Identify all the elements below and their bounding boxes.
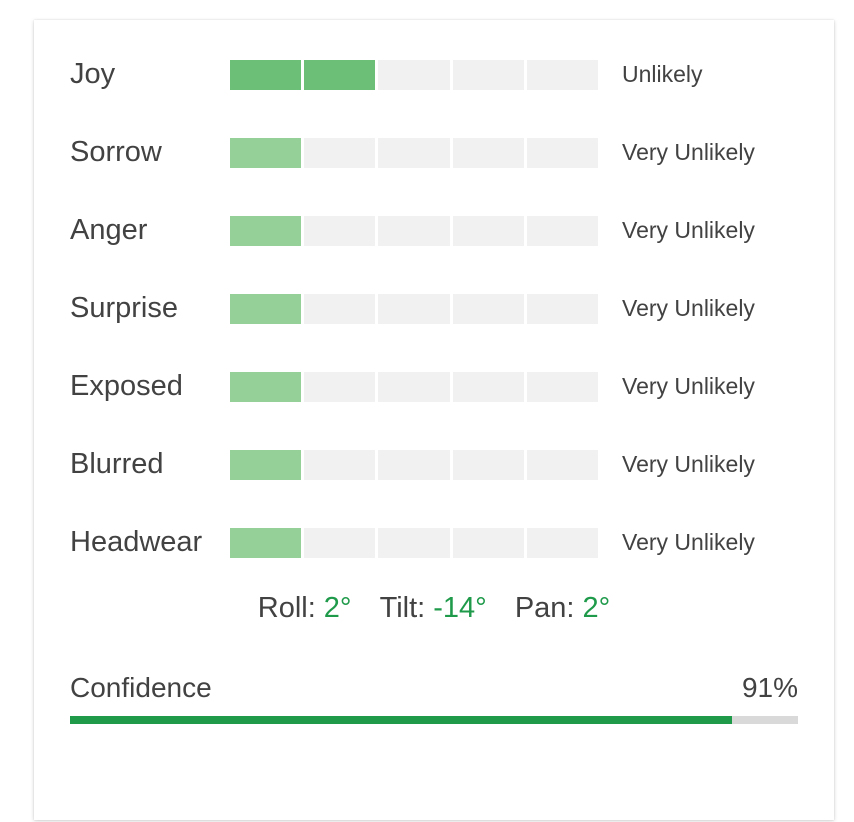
meter-segment [526, 294, 598, 324]
attribute-label: Blurred [70, 448, 164, 480]
attribute-row-surprise: Surprise Very Unlikely [70, 292, 810, 370]
attribute-label: Surprise [70, 292, 178, 324]
meter-segment [526, 372, 598, 402]
meter-segment [452, 372, 524, 402]
meter-segment [526, 138, 598, 168]
pan-group: Pan: 2° [515, 592, 610, 625]
confidence-value: 91% [741, 672, 798, 703]
meter-segment [304, 60, 376, 90]
meter-segment [378, 294, 450, 324]
confidence-bar-fill [70, 716, 733, 724]
likelihood-value: Very Unlikely [622, 217, 755, 243]
pan-label: Pan: [514, 592, 575, 624]
meter-segment [304, 294, 376, 324]
meter-segment [452, 138, 524, 168]
meter-segment [378, 450, 450, 480]
meter-segment [452, 528, 524, 558]
tilt-value: -14° [433, 592, 487, 624]
likelihood-value: Very Unlikely [622, 373, 755, 399]
meter-segment [452, 450, 524, 480]
meter-segment [230, 372, 302, 402]
meter-segment [452, 294, 524, 324]
tilt-group: Tilt: -14° [380, 592, 487, 625]
confidence-label: Confidence [70, 672, 212, 703]
meter-segment [452, 216, 524, 246]
meter-segment [378, 372, 450, 402]
attribute-row-headwear: Headwear Very Unlikely [70, 526, 810, 604]
likelihood-meter [230, 294, 598, 324]
attribute-row-exposed: Exposed Very Unlikely [70, 370, 810, 448]
face-attributes-card: Joy Unlikely Sorrow Very Unlikely An [34, 20, 834, 820]
meter-segment [230, 294, 302, 324]
meter-segment [304, 138, 376, 168]
attribute-row-blurred: Blurred Very Unlikely [70, 448, 810, 526]
roll-label: Roll: [257, 592, 316, 624]
likelihood-value: Unlikely [622, 61, 703, 87]
meter-segment [378, 216, 450, 246]
roll-group: Roll: 2° [258, 592, 352, 625]
likelihood-meter [230, 528, 598, 558]
likelihood-meter [230, 450, 598, 480]
meter-segment [230, 216, 302, 246]
attribute-row-anger: Anger Very Unlikely [70, 214, 810, 292]
head-pose-angles: Roll: 2° Tilt: -14° Pan: 2° [34, 592, 834, 625]
tilt-label: Tilt: [379, 592, 426, 624]
meter-segment [526, 450, 598, 480]
roll-value: 2° [323, 592, 352, 624]
meter-segment [230, 138, 302, 168]
attribute-list: Joy Unlikely Sorrow Very Unlikely An [70, 58, 810, 604]
meter-segment [304, 372, 376, 402]
likelihood-meter [230, 138, 598, 168]
pan-value: 2° [582, 592, 611, 624]
meter-segment [230, 450, 302, 480]
meter-segment [304, 450, 376, 480]
meter-segment [230, 528, 302, 558]
likelihood-value: Very Unlikely [622, 451, 755, 477]
meter-segment [378, 528, 450, 558]
likelihood-value: Very Unlikely [622, 139, 755, 165]
meter-segment [526, 528, 598, 558]
meter-segment [526, 60, 598, 90]
attribute-label: Joy [70, 58, 116, 90]
attribute-label: Anger [70, 214, 148, 246]
attribute-label: Sorrow [70, 136, 162, 168]
meter-segment [304, 528, 376, 558]
likelihood-meter [230, 60, 598, 90]
meter-segment [452, 60, 524, 90]
meter-segment [378, 60, 450, 90]
attribute-row-sorrow: Sorrow Very Unlikely [70, 136, 810, 214]
attribute-label: Headwear [70, 526, 203, 558]
meter-segment [304, 216, 376, 246]
likelihood-value: Very Unlikely [622, 529, 755, 555]
meter-segment [526, 216, 598, 246]
attribute-label: Exposed [70, 370, 183, 402]
likelihood-meter [230, 216, 598, 246]
meter-segment [230, 60, 302, 90]
likelihood-meter [230, 372, 598, 402]
likelihood-value: Very Unlikely [622, 295, 755, 321]
confidence-bar [70, 716, 798, 724]
meter-segment [378, 138, 450, 168]
attribute-row-joy: Joy Unlikely [70, 58, 810, 136]
